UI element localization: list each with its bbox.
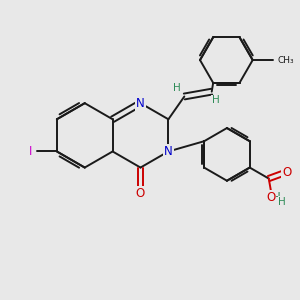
Text: H: H <box>278 197 286 207</box>
Text: O: O <box>282 166 291 178</box>
Text: N: N <box>164 145 173 158</box>
Text: H: H <box>173 83 181 93</box>
Text: H: H <box>272 191 281 204</box>
Text: O: O <box>136 188 145 200</box>
Text: I: I <box>29 145 32 158</box>
Text: H: H <box>212 95 220 105</box>
Text: CH₃: CH₃ <box>278 56 294 64</box>
Text: O: O <box>266 191 275 204</box>
Text: N: N <box>136 97 145 110</box>
